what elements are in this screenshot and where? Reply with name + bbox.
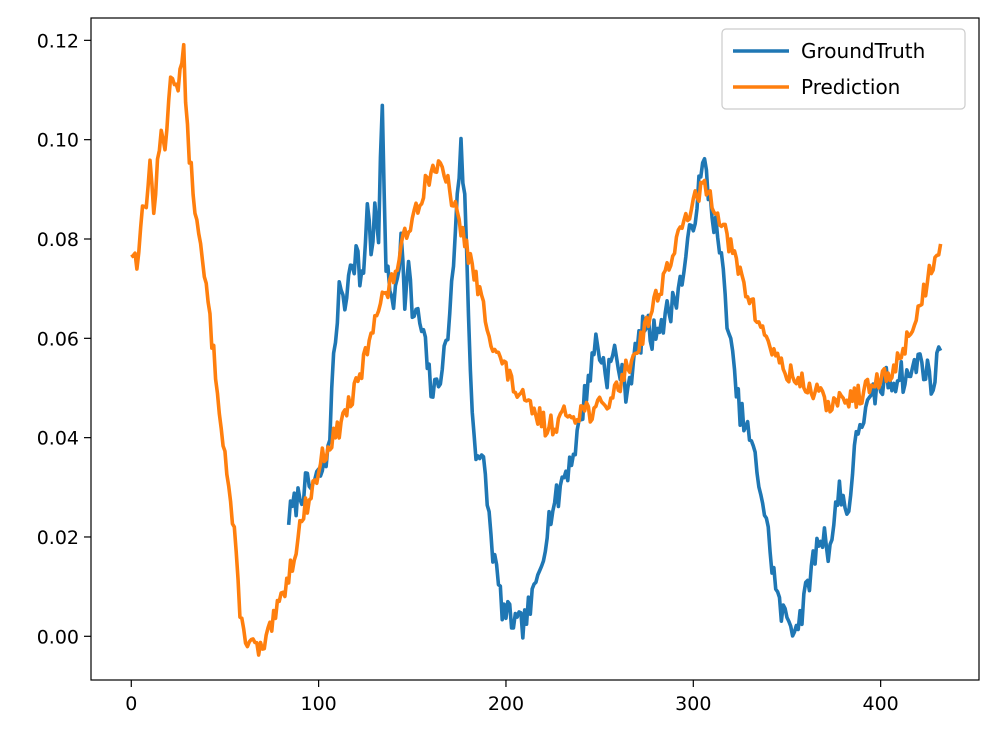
- y-axis: 0.00 0.02 0.04 0.06 0.08 0.10 0.12: [37, 30, 91, 648]
- y-tick-label: 0.06: [37, 328, 79, 350]
- y-tick-label: 0.10: [37, 130, 79, 152]
- legend-box: [721, 28, 966, 110]
- y-tick-label: 0.08: [37, 229, 79, 251]
- x-tick-label: 100: [300, 693, 336, 715]
- x-tick-label: 400: [863, 693, 899, 715]
- y-tick-label: 0.00: [37, 626, 79, 648]
- y-tick-label: 0.12: [37, 30, 79, 52]
- x-tick-label: 0: [125, 693, 137, 715]
- y-tick-label: 0.02: [37, 527, 79, 549]
- x-axis: 0 100 200 300 400: [125, 680, 899, 715]
- x-tick-label: 200: [488, 693, 524, 715]
- legend: GroundTruth Prediction: [721, 28, 966, 110]
- y-tick-label: 0.04: [37, 428, 79, 450]
- series-line-prediction: [130, 42, 943, 657]
- series-line-groundtruth: [286, 103, 943, 640]
- legend-label-prediction: Prediction: [801, 75, 900, 99]
- legend-label-groundtruth: GroundTruth: [801, 39, 925, 63]
- x-tick-label: 300: [675, 693, 711, 715]
- plot-lines: [130, 42, 943, 657]
- axes-frame: [90, 17, 980, 681]
